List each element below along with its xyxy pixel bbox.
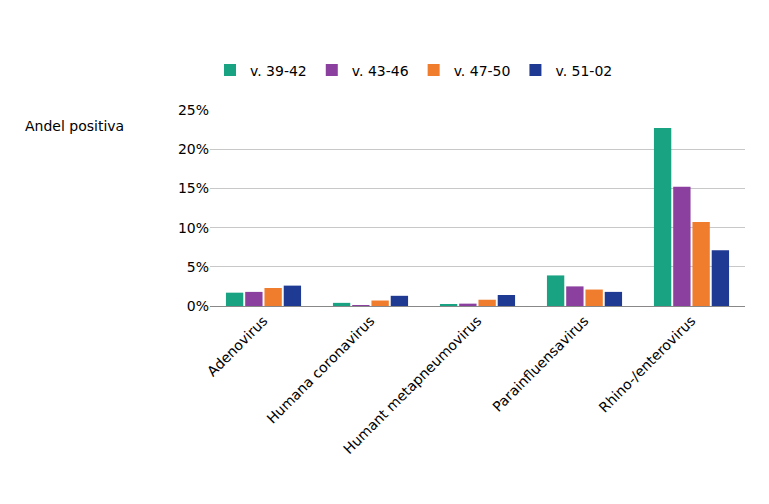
svg-text:Andel positiva: Andel positiva <box>25 118 124 134</box>
svg-text:5%: 5% <box>187 259 209 275</box>
svg-text:0%: 0% <box>187 298 209 314</box>
svg-text:v. 47-50: v. 47-50 <box>454 63 511 79</box>
svg-text:Adenovirus: Adenovirus <box>204 313 271 380</box>
svg-text:20%: 20% <box>178 141 209 157</box>
svg-text:Humana coronavirus: Humana coronavirus <box>263 313 377 427</box>
svg-text:v. 39-42: v. 39-42 <box>250 63 307 79</box>
svg-text:15%: 15% <box>178 180 209 196</box>
svg-text:v. 51-02: v. 51-02 <box>555 63 612 79</box>
svg-text:v. 43-46: v. 43-46 <box>352 63 409 79</box>
svg-text:Rhino-/enterovirus: Rhino-/enterovirus <box>596 313 699 416</box>
svg-text:10%: 10% <box>178 220 209 236</box>
svg-text:Humant metapneumovirus: Humant metapneumovirus <box>340 313 484 457</box>
svg-text:Parainfluensavirus: Parainfluensavirus <box>489 313 591 415</box>
svg-text:25%: 25% <box>178 102 209 118</box>
